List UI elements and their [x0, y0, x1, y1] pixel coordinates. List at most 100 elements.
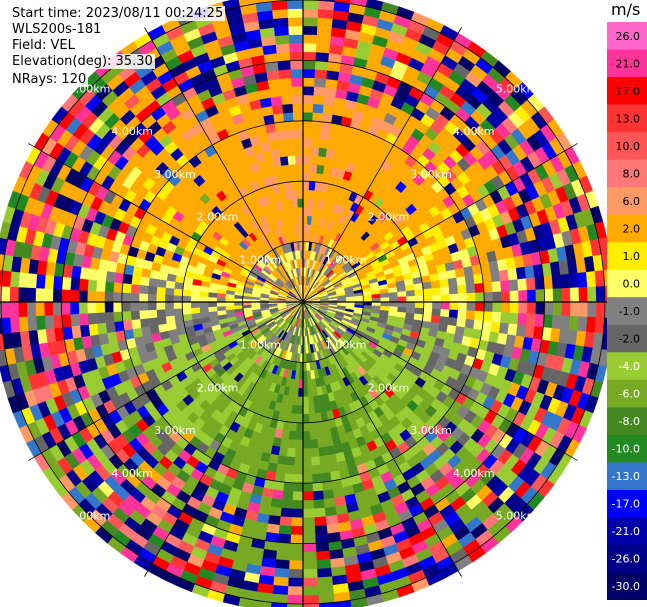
gate-cell	[302, 577, 319, 587]
gate-cell	[543, 314, 554, 329]
gate-cell	[544, 288, 554, 303]
gate-cell	[322, 489, 335, 500]
gate-cell	[140, 326, 152, 337]
gate-cell	[569, 287, 580, 303]
gate-cell	[277, 60, 291, 71]
gate-cell	[439, 316, 450, 326]
gate-cell	[314, 69, 328, 80]
gate-cell	[561, 301, 571, 317]
gate-cell	[268, 139, 279, 151]
gate-cell	[594, 270, 605, 287]
gate-cell	[501, 291, 511, 303]
gate-cell	[517, 278, 528, 291]
gate-cell	[405, 290, 416, 297]
range-ring-label: 5.00km	[496, 83, 538, 96]
colorbar-tick-label: 13.0	[616, 112, 641, 125]
gate-cell	[526, 301, 537, 315]
gate-cell	[312, 490, 324, 501]
gate-cell	[139, 309, 149, 320]
gate-cell	[164, 308, 175, 317]
gate-cell	[577, 316, 588, 332]
gate-cell	[130, 292, 140, 303]
gate-cell	[294, 448, 304, 458]
gate-cell	[26, 287, 37, 303]
gate-cell	[292, 491, 304, 501]
gate-cell	[535, 301, 545, 315]
gate-cell	[292, 103, 304, 113]
gate-cell	[293, 465, 304, 475]
gate-cell	[439, 278, 450, 288]
gate-cell	[389, 296, 399, 303]
gate-cell	[327, 453, 338, 465]
colorbar-tick-label: -26.0	[612, 553, 640, 566]
gate-cell	[302, 103, 314, 113]
gate-cell	[323, 95, 336, 107]
colorbar-tick-label: -17.0	[612, 498, 640, 511]
gate-cell	[302, 422, 310, 432]
gate-cell	[457, 284, 467, 295]
gate-cell	[446, 269, 457, 280]
gate-cell	[132, 327, 143, 339]
gate-cell	[290, 413, 298, 423]
gate-cell	[282, 173, 291, 183]
gate-cell	[310, 155, 319, 165]
gate-cell	[190, 301, 200, 309]
range-ring-label: 2.00km	[368, 381, 410, 394]
gate-cell	[302, 413, 310, 423]
gate-cell	[148, 277, 159, 287]
gate-cell	[275, 550, 291, 561]
gate-cell	[156, 286, 166, 295]
gate-cell	[283, 120, 295, 131]
gate-cell	[207, 301, 217, 308]
range-ring-label: 1.00km	[240, 253, 282, 266]
gate-cell	[1, 270, 12, 287]
gate-cell	[371, 293, 381, 299]
gate-cell	[280, 86, 293, 97]
gate-cell	[464, 318, 475, 330]
gate-cell	[182, 307, 192, 315]
gate-cell	[225, 297, 235, 303]
gate-cell	[316, 567, 333, 578]
gate-cell	[131, 318, 142, 330]
gate-cell	[122, 273, 133, 285]
gate-cell	[297, 396, 304, 406]
gate-cell	[292, 207, 299, 217]
gate-cell	[147, 293, 157, 303]
colorbar-tick-label: -21.0	[612, 525, 640, 538]
gate-cell	[406, 301, 416, 309]
gate-cell	[281, 164, 290, 175]
gate-cell	[69, 301, 80, 315]
gate-cell	[286, 146, 296, 157]
gate-cell	[296, 413, 304, 423]
gate-cell	[440, 301, 450, 310]
gate-cell	[500, 312, 510, 324]
gate-cell	[139, 276, 150, 286]
range-ring-label: 4.00km	[111, 467, 153, 480]
gate-cell	[310, 146, 320, 157]
gate-cell	[297, 198, 304, 208]
gate-cell	[317, 8, 334, 19]
gate-cell	[296, 172, 304, 182]
gate-cell	[509, 301, 519, 314]
gate-cell	[278, 147, 288, 158]
gate-cell	[578, 301, 588, 318]
gate-cell	[465, 310, 476, 321]
gate-cell	[483, 311, 493, 322]
gate-cell	[316, 34, 332, 45]
gate-cell	[447, 277, 458, 287]
gate-cell	[9, 271, 20, 288]
gate-cell	[308, 181, 316, 191]
gate-cell	[288, 34, 304, 44]
gate-cell	[104, 311, 115, 323]
gate-cell	[295, 439, 304, 449]
gate-cell	[498, 322, 510, 335]
gate-cell	[225, 305, 235, 311]
gate-cell	[292, 198, 299, 208]
gate-cell	[273, 480, 285, 491]
gate-cell	[302, 491, 314, 501]
gate-cell	[371, 301, 381, 307]
gate-cell	[310, 447, 320, 458]
gate-cell	[269, 87, 282, 98]
gate-cell	[44, 314, 55, 330]
gate-cell	[490, 321, 501, 334]
